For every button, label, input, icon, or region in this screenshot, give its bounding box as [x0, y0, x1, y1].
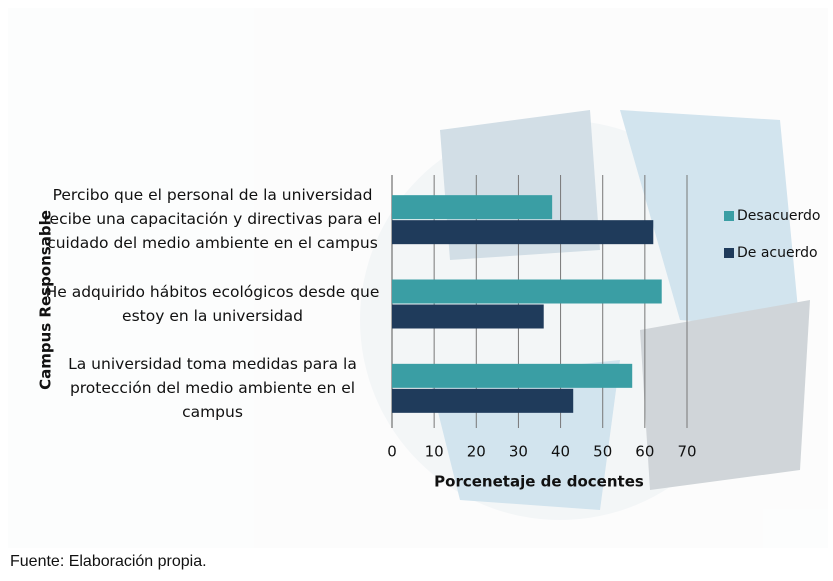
y-tick-label: He adquirido hábitos ecológicos desde qu…: [40, 280, 385, 328]
x-tick-label: 50: [593, 443, 612, 461]
bar: [392, 220, 653, 244]
background-art: [8, 8, 828, 548]
x-tick-label: 20: [467, 443, 486, 461]
page: Porcenetaje de docentes Campus Responsab…: [0, 0, 833, 581]
x-tick-label: 0: [387, 443, 397, 461]
legend-swatch: [724, 248, 734, 258]
bar: [392, 195, 552, 219]
y-tick-label: La universidad toma medidas para la prot…: [40, 352, 385, 424]
bar: [392, 364, 632, 388]
source-note: Fuente: Elaboración propia.: [10, 553, 207, 571]
y-tick-label: Percibo que el personal de la universida…: [40, 183, 385, 255]
ornament: [640, 300, 810, 490]
legend-label: Desacuerdo: [737, 208, 820, 224]
bar: [392, 305, 544, 329]
x-tick-label: 10: [425, 443, 444, 461]
bar: [392, 389, 573, 413]
x-tick-label: 40: [551, 443, 570, 461]
x-tick-label: 60: [635, 443, 654, 461]
bar: [392, 280, 662, 304]
x-tick-label: 30: [509, 443, 528, 461]
x-tick-label: 70: [677, 443, 696, 461]
legend-label: De acuerdo: [737, 245, 818, 261]
x-axis-title: Porcenetaje de docentes: [434, 473, 644, 491]
legend-swatch: [724, 211, 734, 221]
